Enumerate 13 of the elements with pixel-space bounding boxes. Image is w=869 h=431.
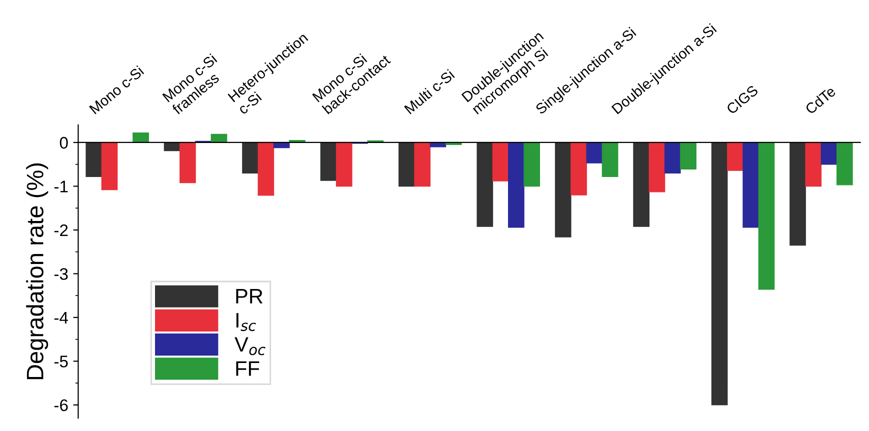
y-tick-label: -3 [54, 268, 68, 280]
y-tick-label: -6 [54, 399, 68, 412]
y-tick-label: -1 [54, 180, 68, 192]
legend-label: I$_{sc}$ [236, 313, 256, 332]
y-tick-label: -5 [54, 356, 68, 368]
legend-label: FF [236, 361, 260, 376]
y-axis-title: Degradation rate (%) [26, 163, 48, 380]
y-tick-label: -2 [54, 224, 68, 236]
y-tick-label: -4 [54, 312, 68, 324]
legend-label: PR [236, 289, 262, 304]
x-tick-label: CdTe [804, 85, 836, 115]
y-tick-label: 0 [60, 136, 68, 149]
legend-label: V$_{oc}$ [234, 337, 266, 356]
